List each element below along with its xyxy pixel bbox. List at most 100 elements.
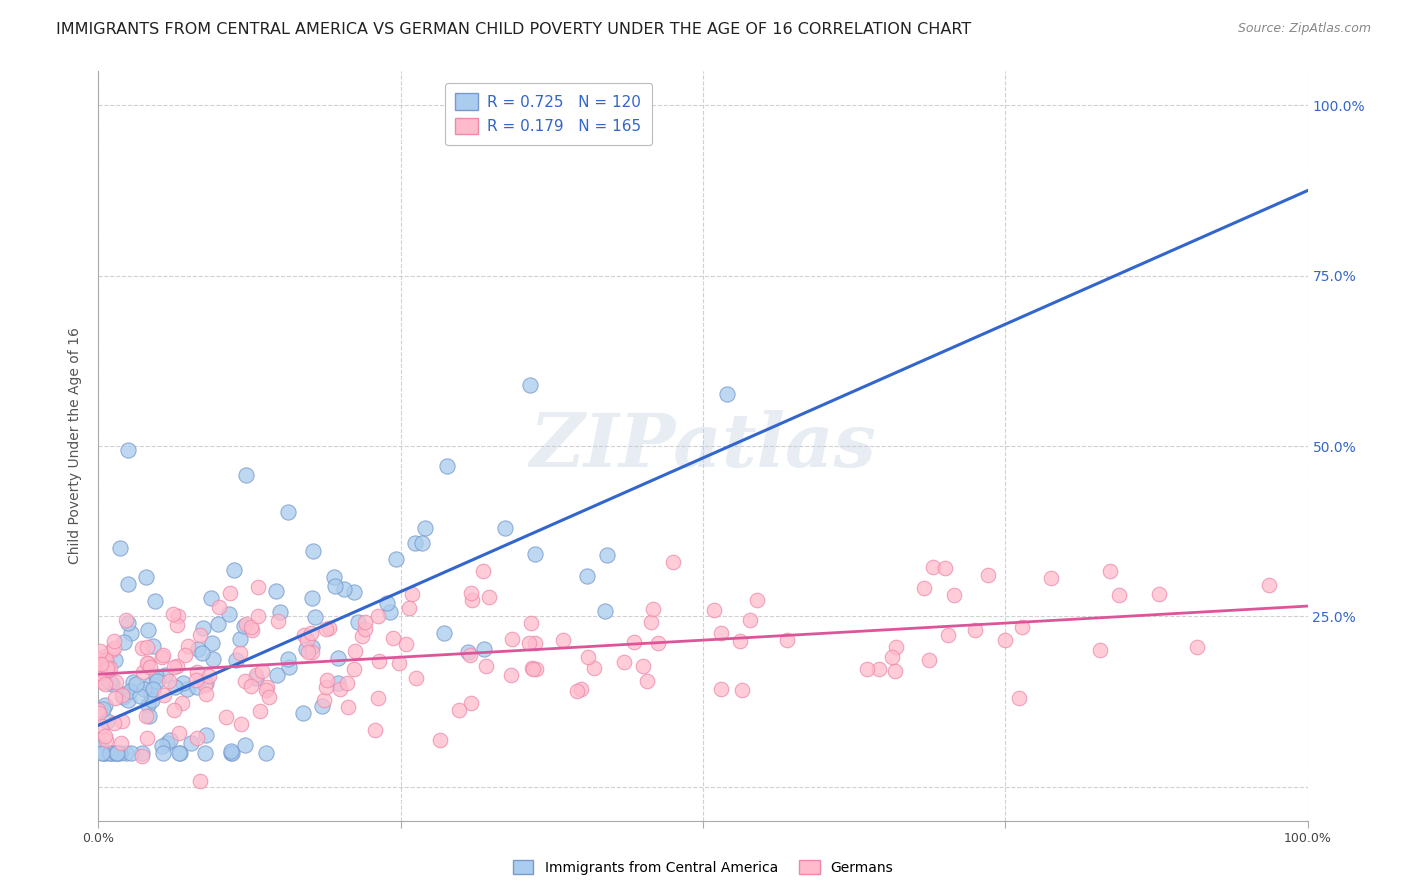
- Point: [299, 626, 322, 640]
- Point: [94, 729, 117, 743]
- Point: [162, 660, 184, 674]
- Point: [461, 592, 484, 607]
- Point: [367, 690, 389, 705]
- Point: [278, 660, 301, 674]
- Point: [136, 640, 159, 654]
- Point: [194, 678, 217, 692]
- Point: [1108, 588, 1130, 602]
- Point: [103, 633, 125, 648]
- Point: [98, 675, 121, 690]
- Point: [132, 665, 155, 680]
- Point: [517, 636, 540, 650]
- Point: [1185, 640, 1208, 654]
- Point: [105, 746, 128, 760]
- Point: [201, 636, 224, 650]
- Point: [267, 614, 290, 628]
- Point: [228, 646, 250, 660]
- Point: [219, 746, 242, 760]
- Point: [105, 674, 128, 689]
- Point: [163, 703, 186, 717]
- Point: [98, 746, 121, 760]
- Point: [404, 535, 426, 549]
- Point: [139, 660, 162, 674]
- Point: [87, 706, 110, 721]
- Point: [153, 668, 176, 682]
- Point: [395, 636, 418, 650]
- Point: [131, 749, 153, 764]
- Point: [139, 677, 162, 691]
- Point: [190, 647, 212, 661]
- Point: [436, 458, 458, 473]
- Point: [745, 592, 768, 607]
- Point: [91, 719, 114, 733]
- Point: [233, 738, 256, 752]
- Point: [380, 605, 402, 619]
- Point: [91, 701, 114, 715]
- Point: [354, 615, 377, 629]
- Point: [103, 715, 125, 730]
- Point: [295, 633, 318, 648]
- Point: [89, 643, 111, 657]
- Point: [475, 659, 498, 673]
- Point: [114, 746, 136, 760]
- Point: [640, 615, 662, 629]
- Point: [364, 723, 387, 738]
- Point: [194, 746, 217, 760]
- Point: [152, 648, 174, 662]
- Point: [131, 640, 153, 655]
- Point: [91, 746, 114, 760]
- Point: [159, 733, 181, 747]
- Point: [256, 681, 278, 695]
- Point: [134, 682, 156, 697]
- Point: [111, 714, 134, 728]
- Point: [193, 621, 215, 635]
- Point: [229, 632, 252, 647]
- Point: [221, 746, 243, 760]
- Point: [1088, 643, 1111, 657]
- Point: [165, 681, 187, 695]
- Point: [776, 632, 799, 647]
- Point: [976, 568, 998, 582]
- Point: [233, 674, 256, 689]
- Point: [188, 773, 211, 788]
- Point: [382, 631, 405, 645]
- Point: [249, 705, 271, 719]
- Point: [188, 628, 211, 642]
- Point: [90, 740, 112, 755]
- Point: [633, 658, 655, 673]
- Point: [117, 442, 139, 457]
- Point: [122, 675, 145, 690]
- Point: [247, 580, 270, 594]
- Point: [318, 621, 340, 635]
- Point: [269, 605, 291, 619]
- Point: [710, 681, 733, 696]
- Point: [180, 736, 202, 750]
- Point: [169, 746, 191, 760]
- Point: [219, 586, 242, 600]
- Point: [291, 706, 314, 720]
- Point: [1257, 578, 1279, 592]
- Point: [367, 609, 389, 624]
- Point: [1147, 586, 1170, 600]
- Point: [114, 613, 136, 627]
- Point: [89, 665, 111, 680]
- Point: [730, 682, 752, 697]
- Point: [524, 662, 547, 676]
- Point: [882, 650, 904, 665]
- Point: [166, 658, 188, 673]
- Point: [254, 746, 277, 760]
- Point: [295, 641, 318, 656]
- Point: [643, 602, 665, 616]
- Point: [315, 622, 337, 636]
- Point: [252, 664, 274, 678]
- Point: [304, 610, 326, 624]
- Point: [138, 709, 160, 723]
- Point: [593, 604, 616, 618]
- Point: [138, 698, 160, 712]
- Point: [519, 616, 541, 631]
- Legend: R = 0.725   N = 120, R = 0.179   N = 165: R = 0.725 N = 120, R = 0.179 N = 165: [444, 83, 652, 145]
- Point: [136, 623, 159, 637]
- Point: [96, 661, 118, 675]
- Point: [94, 746, 117, 760]
- Point: [647, 636, 669, 650]
